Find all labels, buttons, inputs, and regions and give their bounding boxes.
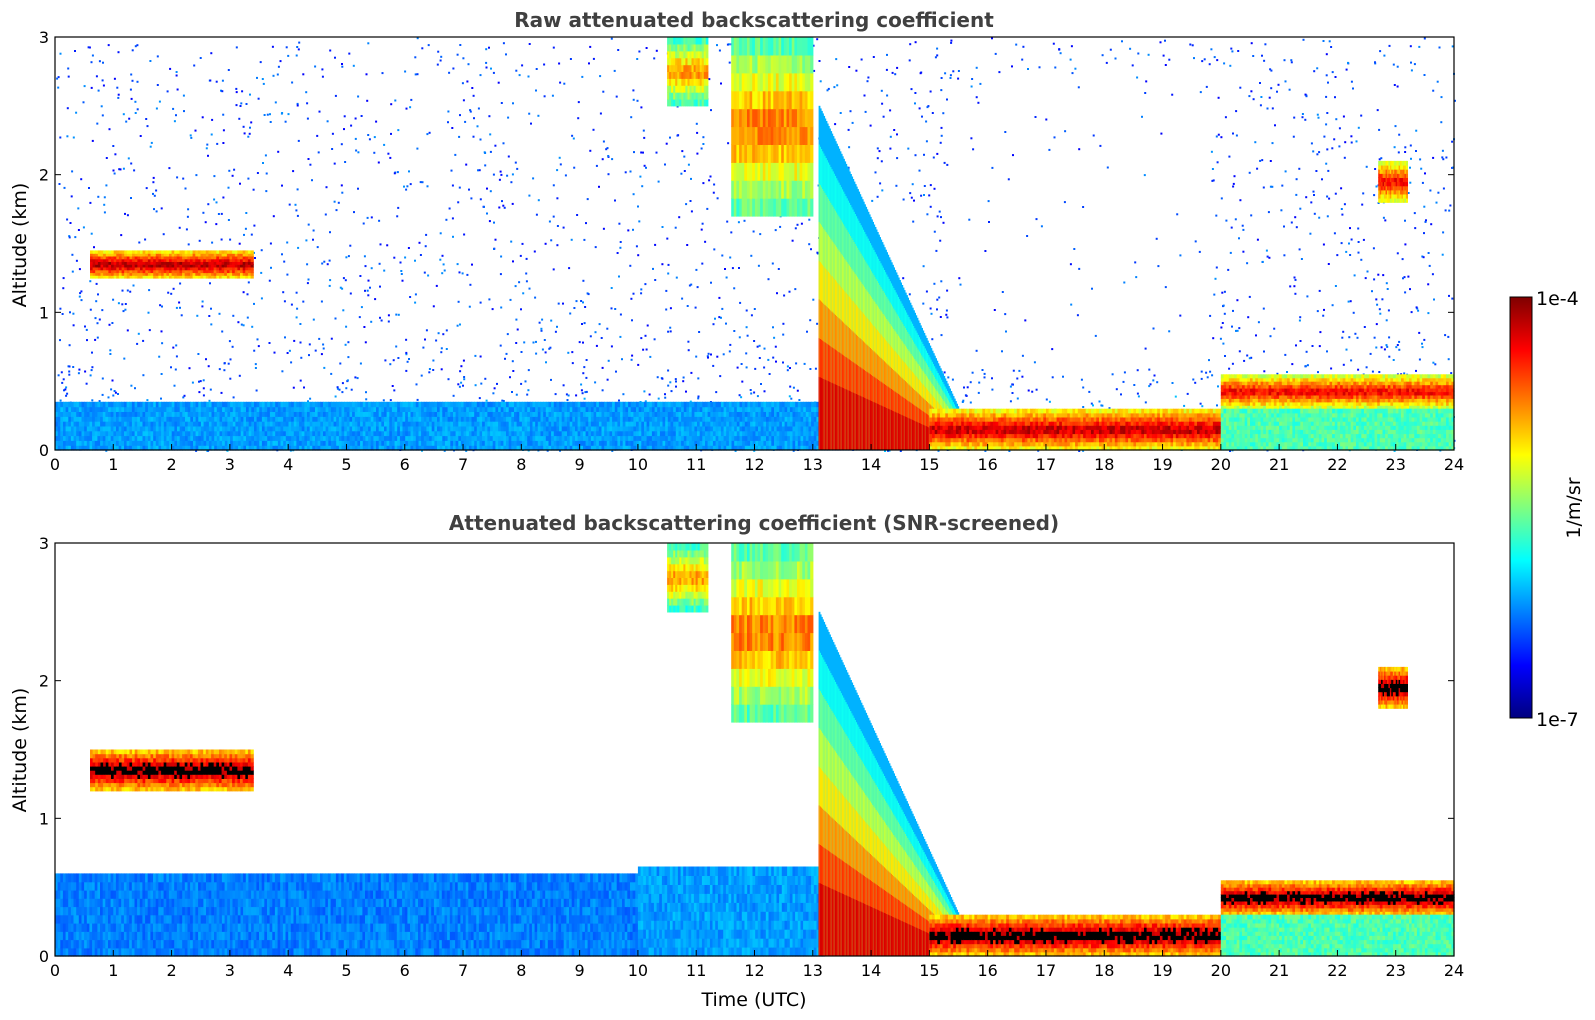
- y-tick-label: 0: [39, 947, 49, 966]
- y-tick-label: 2: [39, 672, 49, 691]
- y-tick-label: 2: [39, 166, 49, 185]
- x-tick-label: 20: [1211, 455, 1231, 474]
- x-tick-label: 18: [1094, 455, 1114, 474]
- feature-cloud_layer-2: [90, 250, 254, 279]
- colorbar-bar: [1509, 296, 1533, 719]
- x-tick-label: 19: [1152, 455, 1172, 474]
- x-tick-label: 23: [1386, 455, 1406, 474]
- x-axis-label: Time (UTC): [700, 989, 806, 1011]
- x-tick-label: 17: [1036, 961, 1056, 980]
- x-tick-label: 16: [977, 961, 997, 980]
- x-tick-label: 2: [166, 455, 176, 474]
- x-tick-label: 8: [516, 455, 526, 474]
- x-tick-label: 8: [516, 961, 526, 980]
- x-tick-label: 5: [341, 961, 351, 980]
- x-tick-label: 4: [283, 961, 293, 980]
- feature-fog_layer-6: [929, 914, 1222, 957]
- feature-plume-9: [1378, 666, 1408, 709]
- x-tick-label: 12: [744, 455, 764, 474]
- heatmap-screened: [55, 543, 1455, 957]
- x-tick-label: 22: [1327, 961, 1347, 980]
- x-tick-label: 22: [1327, 455, 1347, 474]
- x-tick-label: 14: [861, 961, 881, 980]
- axes-raw: 0 1 2 3 4 5 6 7 8 9 10 11 12 13 14 15 16 17 18 19 20 21 22 23 24…: [39, 28, 1464, 474]
- y-tick-label: 1: [39, 303, 49, 322]
- x-tick-label: 21: [1269, 961, 1289, 980]
- x-tick-label: 3: [225, 961, 235, 980]
- feature-boundary_layer-1: [55, 401, 884, 451]
- y-tick-label: 3: [39, 534, 49, 553]
- feature-cloud_layer-2: [90, 749, 254, 792]
- feature-cirrus-4: [731, 37, 814, 217]
- x-tick-label: 11: [686, 455, 706, 474]
- panel-raw: Raw attenuated backscattering coefficien…: [9, 8, 1464, 474]
- x-tick-label: 15: [919, 455, 939, 474]
- panel-screened: Attenuated backscattering coefficient (S…: [9, 511, 1464, 1011]
- y-axis-label-screened: Altitude (km): [9, 688, 31, 813]
- y-tick-label: 3: [39, 28, 49, 47]
- feature-descending_band-5: [818, 105, 960, 451]
- y-tick-label: 0: [39, 441, 49, 460]
- feature-fog_layer-6: [929, 408, 1222, 451]
- x-tick-label: 10: [628, 455, 648, 474]
- x-tick-label: 6: [400, 961, 410, 980]
- x-tick-label: 7: [458, 961, 468, 980]
- feature-low_layer-8: [1220, 408, 1455, 451]
- x-tick-label: 11: [686, 961, 706, 980]
- x-tick-label: 24: [1444, 455, 1464, 474]
- x-tick-label: 1: [108, 961, 118, 980]
- x-tick-label: 16: [977, 455, 997, 474]
- colorbar: 1e-4 1e-7 1/m/sr: [1509, 288, 1585, 731]
- x-tick-label: 20: [1211, 961, 1231, 980]
- x-tick-label: 17: [1036, 455, 1056, 474]
- x-tick-label: 9: [575, 455, 585, 474]
- feature-descending_band-5: [818, 611, 960, 956]
- y-axis-label-raw: Altitude (km): [9, 183, 31, 308]
- colorbar-max-label: 1e-4: [1536, 288, 1579, 310]
- feature-boundary_layer-1: [637, 866, 826, 957]
- feature-low_layer-8: [1220, 914, 1455, 957]
- x-tick-label: 14: [861, 455, 881, 474]
- x-tick-label: 12: [744, 961, 764, 980]
- x-tick-label: 19: [1152, 961, 1172, 980]
- x-tick-label: 5: [341, 455, 351, 474]
- feature-cirrus-4: [731, 543, 814, 723]
- x-tick-label: 18: [1094, 961, 1114, 980]
- panel-title-raw: Raw attenuated backscattering coefficien…: [514, 8, 994, 32]
- x-tick-label: 4: [283, 455, 293, 474]
- feature-aerosol_layer-7: [1220, 880, 1455, 916]
- x-tick-label: 3: [225, 455, 235, 474]
- x-tick-label: 21: [1269, 455, 1289, 474]
- panel-title-screened: Attenuated backscattering coefficient (S…: [449, 511, 1059, 535]
- x-tick-label: 1: [108, 455, 118, 474]
- x-tick-label: 9: [575, 961, 585, 980]
- x-tick-label: 6: [400, 455, 410, 474]
- feature-aerosol_layer-7: [1220, 374, 1455, 410]
- x-tick-label: 2: [166, 961, 176, 980]
- x-tick-label: 0: [50, 961, 60, 980]
- feature-boundary_layer-0: [55, 873, 639, 957]
- feature-plume-9: [1378, 160, 1408, 203]
- x-tick-label: 13: [803, 961, 823, 980]
- axes-screened: 0 1 2 3 4 5 6 7 8 9 10 11 12 13 14 15 16 17 18 19 20 21 22 23 24…: [39, 534, 1464, 980]
- x-tick-label: 0: [50, 455, 60, 474]
- x-tick-label: 10: [628, 961, 648, 980]
- x-tick-label: 7: [458, 455, 468, 474]
- heatmap-raw: [55, 37, 1456, 452]
- colorbar-label: 1/m/sr: [1563, 477, 1585, 538]
- y-tick-label: 1: [39, 809, 49, 828]
- x-tick-label: 24: [1444, 961, 1464, 980]
- feature-cirrus-3: [667, 543, 709, 613]
- x-tick-label: 13: [803, 455, 823, 474]
- feature-cirrus-3: [667, 37, 709, 107]
- x-tick-label: 23: [1386, 961, 1406, 980]
- colorbar-min-label: 1e-7: [1536, 709, 1579, 731]
- x-tick-label: 15: [919, 961, 939, 980]
